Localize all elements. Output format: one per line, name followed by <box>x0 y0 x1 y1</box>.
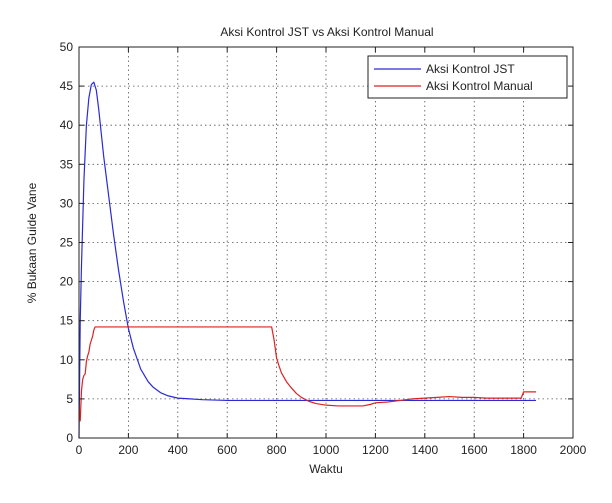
x-tick-label: 1600 <box>461 443 488 457</box>
y-tick-label: 15 <box>60 314 74 328</box>
axis-ticks <box>78 46 574 439</box>
x-tick-label: 1000 <box>313 443 340 457</box>
legend-label-jst: Aksi Kontrol JST <box>426 62 515 76</box>
y-axis-label: % Bukaan Guide Vane <box>25 182 39 303</box>
y-tick-label: 0 <box>66 431 73 445</box>
y-tick-label: 25 <box>60 236 74 250</box>
x-tick-label: 1400 <box>411 443 438 457</box>
y-tick-label: 50 <box>60 40 74 54</box>
series-line-manual <box>78 326 536 422</box>
x-tick-label: 200 <box>118 443 138 457</box>
x-tick-label: 800 <box>267 443 287 457</box>
x-tick-label: 400 <box>168 443 188 457</box>
y-tick-label: 10 <box>60 353 74 367</box>
series-line-jst <box>78 81 536 439</box>
x-axis-label: Waktu <box>309 462 343 476</box>
grid-lines <box>79 47 573 438</box>
series-layer <box>78 81 536 439</box>
y-tick-label: 35 <box>60 157 74 171</box>
chart-title: Aksi Kontrol JST vs Aksi Kontrol Manual <box>220 25 433 39</box>
y-tick-label: 45 <box>60 79 74 93</box>
x-tick-label: 600 <box>217 443 237 457</box>
x-tick-labels: 0 200 400 600 800 1000 1200 1400 1600 1800 2000 <box>76 443 587 457</box>
legend-box <box>367 55 568 99</box>
legend: Aksi Kontrol JST Aksi Kontrol Manual <box>367 55 568 99</box>
y-tick-label: 40 <box>60 118 74 132</box>
y-tick-label: 30 <box>60 196 74 210</box>
legend-label-manual: Aksi Kontrol Manual <box>426 79 533 93</box>
y-tick-label: 20 <box>60 275 74 289</box>
x-tick-label: 0 <box>76 443 83 457</box>
x-tick-label: 2000 <box>560 443 587 457</box>
x-tick-label: 1800 <box>510 443 537 457</box>
y-tick-labels: 0 5 10 15 20 25 30 35 40 45 50 <box>60 40 74 445</box>
x-tick-label: 1200 <box>362 443 389 457</box>
y-tick-label: 5 <box>66 392 73 406</box>
